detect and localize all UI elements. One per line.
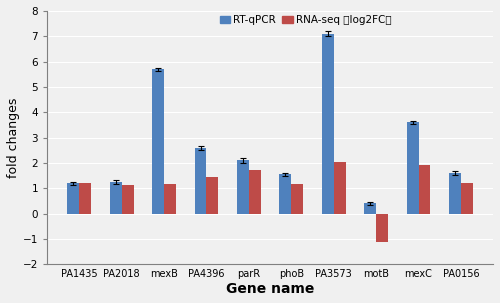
Bar xyxy=(237,161,249,214)
Bar xyxy=(364,203,376,214)
Bar xyxy=(334,162,345,214)
Bar xyxy=(80,183,91,214)
Bar xyxy=(406,122,418,214)
Bar xyxy=(461,183,473,214)
Bar xyxy=(110,182,122,214)
Bar xyxy=(164,184,176,214)
Bar xyxy=(280,175,291,214)
Bar xyxy=(418,165,430,214)
Bar xyxy=(206,178,218,214)
Legend: RT-qPCR, RNA-seq （log2FC）: RT-qPCR, RNA-seq （log2FC） xyxy=(216,11,396,29)
Bar xyxy=(152,69,164,214)
Bar xyxy=(68,183,80,214)
X-axis label: Gene name: Gene name xyxy=(226,282,314,296)
Bar xyxy=(322,34,334,214)
Y-axis label: fold changes: fold changes xyxy=(7,98,20,178)
Bar xyxy=(376,214,388,241)
Bar xyxy=(122,185,134,214)
Bar xyxy=(292,184,303,214)
Bar xyxy=(249,170,261,214)
Bar xyxy=(194,148,206,214)
Bar xyxy=(449,173,461,214)
